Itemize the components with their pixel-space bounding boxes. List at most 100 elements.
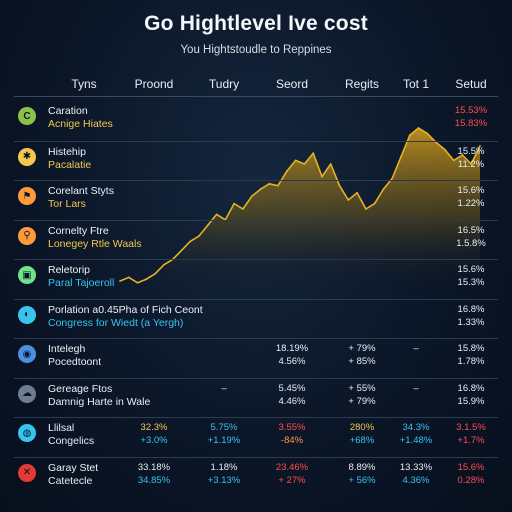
row-name: Intelegh: [48, 343, 86, 355]
table-row[interactable]: ✱ Histehip Pacalatie 15.5% 11.2%: [14, 140, 498, 173]
table-cell: 18.19%: [275, 343, 309, 354]
table-cell: 34.3%: [402, 422, 430, 433]
table-cell: +1.7%: [457, 435, 485, 446]
row-name: Reletorip: [48, 264, 91, 276]
row-name: Porlation a0.45Pha of Fich Ceont: [48, 303, 203, 316]
column-header-tudry[interactable]: Tudry: [208, 77, 240, 91]
table-cell: 1.18%: [210, 461, 238, 473]
area-point: [417, 127, 420, 129]
table-row[interactable]: ◉ Intelegh Pocedtoont 18.19% 4.56% + 79% + 85%…: [14, 338, 498, 370]
table-cell: + 56%: [348, 474, 376, 486]
table-cell: 15.3%: [457, 277, 485, 288]
chart-subtitle: You Hightstoudle to Reppines: [180, 44, 332, 56]
table-cell: +1.19%: [207, 435, 241, 446]
column-header-seord[interactable]: Seord: [275, 77, 309, 91]
table-cell: +1.48%: [399, 435, 433, 446]
table-cell: + 79%: [348, 343, 376, 354]
area-point: [312, 152, 315, 155]
column-header-proond[interactable]: Proond: [134, 77, 174, 91]
table-row[interactable]: ✕ Garay Stet Catetecle 33.18% 34.85% 1.18% +3.…: [14, 456, 498, 489]
row-name: Corelant Styts: [48, 185, 114, 197]
area-point: [461, 154, 464, 156]
column-header-tyns[interactable]: Tyns: [71, 77, 97, 91]
area-point: [145, 278, 148, 281]
table-cell: + 27%: [278, 474, 306, 486]
area-line: [119, 127, 481, 284]
table-cell: 1.5.8%: [456, 237, 486, 249]
header-divider: [14, 96, 498, 97]
area-point: [163, 263, 165, 266]
area-point: [400, 155, 402, 158]
area-point: [136, 281, 139, 284]
row-name: Histehip: [48, 145, 86, 158]
row-subtitle: Catetecle: [48, 474, 93, 487]
table-row[interactable]: ◐ Porlation a0.45Pha of Fich Ceont Congres…: [14, 298, 498, 331]
table-cell: +3.13%: [207, 474, 241, 486]
column-header-tot1[interactable]: Tot 1: [402, 77, 430, 91]
table-cell: 1.33%: [457, 316, 485, 328]
row-name: Gereage Ftos: [48, 382, 113, 395]
area-point: [470, 163, 473, 165]
table-cell: + 55%: [348, 382, 376, 394]
table-cell: +68%: [349, 435, 375, 446]
table-cell: 5.75%: [210, 422, 238, 433]
row-subtitle: Pocedtoont: [48, 356, 102, 368]
table-cell: 8.89%: [348, 461, 376, 473]
area-point: [206, 224, 209, 227]
leaf-icon: ◐: [18, 305, 36, 324]
column-header-setud[interactable]: Setud: [455, 77, 487, 91]
area-point: [338, 184, 341, 187]
table-cell: 4.46%: [278, 395, 306, 407]
row-name: Llilsal: [48, 422, 75, 434]
area-point: [127, 276, 130, 279]
table-row[interactable]: ▣ Reletorip Paral Tajoeroll 15.6% 15.3%: [14, 259, 498, 291]
table-cell: 3.1.5%: [456, 422, 486, 433]
area-point: [285, 170, 288, 173]
area-point: [365, 208, 367, 210]
table-row[interactable]: ◍ Llilsal Congelics 32.3% +3.0% 5.75% +1.19% 3.…: [14, 417, 498, 449]
area-point: [119, 280, 121, 282]
table-cell: –: [413, 382, 419, 394]
cloud-icon: ☁: [18, 384, 36, 403]
area-fill: [120, 128, 480, 290]
area-point: [250, 195, 253, 198]
gear-icon: ✱: [18, 147, 36, 166]
table-header: Tyns Proond Tudry Seord Regits Tot 1 Set…: [0, 77, 512, 93]
table-row[interactable]: ⚲ Cornelty Ftre Lonegey Rtle Waals 16.5% 1.5…: [14, 219, 498, 252]
table-cell: 280%: [349, 422, 375, 433]
table-cell: 1.78%: [457, 356, 485, 367]
table-row[interactable]: ☁ Gereage Ftos Damnig Harte in Wale – 5.45% 4…: [14, 377, 498, 410]
table-cell: 3.55%: [278, 422, 306, 433]
area-point: [294, 159, 297, 162]
chart-icon: ▣: [18, 266, 36, 284]
table-cell: 16.5%: [457, 224, 485, 236]
table-row[interactable]: ⚑ Corelant Styts Tor Lars 15.6% 1.22%: [14, 180, 498, 212]
table-cell: +3.0%: [140, 435, 168, 446]
table-cell: 4.56%: [278, 356, 306, 367]
globe-icon: ◍: [18, 424, 36, 442]
table-cell: 5.45%: [278, 382, 306, 394]
row-name: Cornelty Ftre: [48, 224, 109, 237]
table-cell: 1.22%: [457, 198, 485, 209]
row-subtitle: Damnig Harte in Wale: [48, 395, 151, 408]
row-subtitle: Pacalatie: [48, 158, 92, 171]
area-point: [356, 191, 358, 194]
table-cell: 33.18%: [137, 461, 171, 473]
table-cell: -84%: [280, 435, 304, 446]
table-cell: 34.85%: [137, 474, 171, 486]
column-header-regits[interactable]: Regits: [344, 77, 380, 91]
table-cell: 15.9%: [457, 395, 485, 407]
area-point: [347, 199, 350, 201]
row-subtitle: Lonegey Rtle Waals: [48, 237, 142, 250]
area-point: [444, 148, 446, 151]
row-subtitle: Congelics: [48, 435, 95, 447]
table-cell: 16.8%: [457, 303, 485, 315]
table-cell: 15.8%: [457, 343, 485, 354]
table-row[interactable]: C Caration Acnige Hiates 15.53% 15.83%: [14, 101, 498, 133]
area-point: [382, 188, 385, 191]
table-cell: 15.6%: [457, 185, 485, 196]
circle-c-icon: C: [18, 107, 36, 125]
table-cell: 15.83%: [454, 118, 488, 129]
table-cell: 23.46%: [275, 461, 309, 473]
